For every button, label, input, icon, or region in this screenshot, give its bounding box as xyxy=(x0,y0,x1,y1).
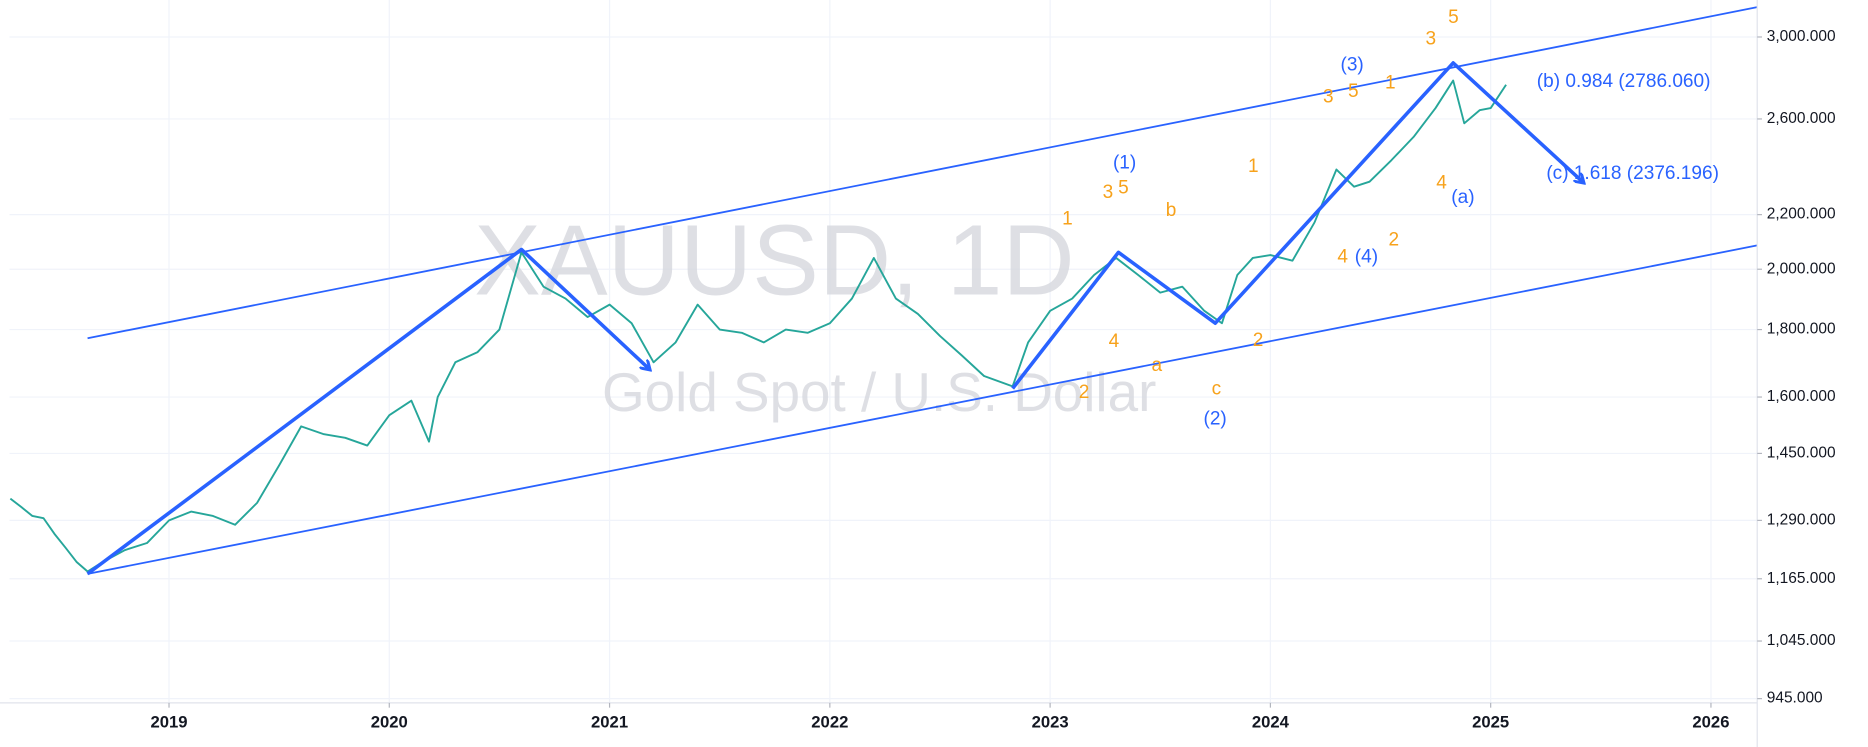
x-tick-label: 2019 xyxy=(150,713,187,732)
wave-label: 2 xyxy=(1253,330,1264,351)
wave-label: 3 xyxy=(1323,87,1334,108)
wave-arrow xyxy=(86,247,650,576)
wave-label: c xyxy=(1212,379,1222,400)
fib-label: (b) 0.984 (2786.060) xyxy=(1537,71,1711,92)
wave-label: 4 xyxy=(1109,331,1120,352)
wave-label: (1) xyxy=(1113,152,1136,173)
wave-label: 1 xyxy=(1385,72,1396,93)
wave-label: 2 xyxy=(1079,382,1090,403)
fib-label: (c) 1.618 (2376.196) xyxy=(1546,163,1719,184)
wave-label: 3 xyxy=(1103,182,1114,203)
y-tick-label: 1,450.000 xyxy=(1767,445,1836,462)
y-tick-label: 2,200.000 xyxy=(1767,206,1836,223)
wave-label: 3 xyxy=(1425,28,1436,49)
y-tick-label: 1,600.000 xyxy=(1767,388,1836,405)
wave-label: a xyxy=(1151,355,1162,376)
x-tick-label: 2021 xyxy=(591,713,628,732)
x-tick-label: 2026 xyxy=(1692,713,1729,732)
wave-label: 1 xyxy=(1062,208,1073,229)
x-tick-label: 2025 xyxy=(1472,713,1509,732)
wave-label: 2 xyxy=(1389,230,1400,251)
y-tick-label: 2,000.000 xyxy=(1767,260,1836,277)
wave-label: (4) xyxy=(1355,246,1378,267)
wave-label: 5 xyxy=(1448,7,1459,28)
y-tick-label: 2,600.000 xyxy=(1767,110,1836,127)
x-tick-label: 2020 xyxy=(371,713,408,732)
wave-label: b xyxy=(1166,200,1177,221)
channel-line xyxy=(87,244,1758,575)
y-tick-label: 945.000 xyxy=(1767,690,1823,707)
x-tick-label: 2024 xyxy=(1252,713,1290,732)
wave-label: (2) xyxy=(1204,408,1227,429)
y-tick-label: 1,165.000 xyxy=(1767,570,1836,587)
wave-arrow xyxy=(1011,61,1584,390)
watermark-subtitle: Gold Spot / U.S. Dollar xyxy=(602,361,1156,423)
wave-label: 4 xyxy=(1436,173,1447,194)
wave-label: (a) xyxy=(1451,187,1474,208)
wave-label: 4 xyxy=(1337,246,1348,267)
channel-line xyxy=(87,6,1758,340)
wave-label: (3) xyxy=(1341,55,1364,76)
wave-label: 5 xyxy=(1118,177,1129,198)
y-tick-label: 1,045.000 xyxy=(1767,632,1836,649)
x-tick-label: 2022 xyxy=(811,713,848,732)
y-tick-label: 3,000.000 xyxy=(1767,28,1836,45)
y-tick-label: 1,800.000 xyxy=(1767,321,1836,338)
watermark-title: XAUUSD, 1D xyxy=(474,205,1075,317)
y-tick-label: 1,290.000 xyxy=(1767,511,1836,528)
wave-label: 5 xyxy=(1348,81,1359,102)
wave-label: 1 xyxy=(1248,156,1259,177)
x-tick-label: 2023 xyxy=(1032,713,1069,732)
